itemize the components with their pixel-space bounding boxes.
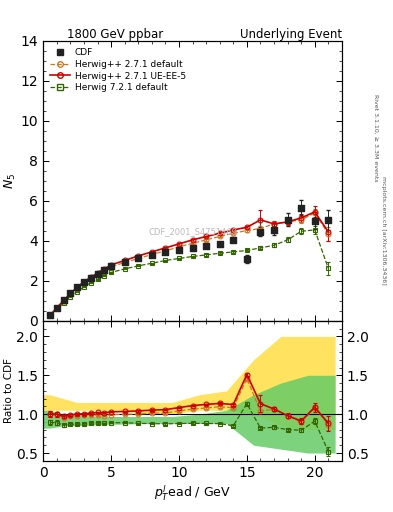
Point	[135, 254, 141, 263]
Point	[230, 236, 237, 244]
Point	[88, 274, 94, 282]
Point	[81, 278, 87, 286]
Point	[108, 262, 114, 270]
Text: mcplots.cern.ch [arXiv:1306.3436]: mcplots.cern.ch [arXiv:1306.3436]	[381, 176, 386, 285]
Text: 1800 GeV ppbar: 1800 GeV ppbar	[67, 28, 163, 41]
Point	[298, 204, 304, 212]
Point	[244, 255, 250, 263]
Point	[149, 251, 155, 260]
Point	[325, 216, 331, 224]
Point	[217, 240, 223, 248]
Text: Underlying Event: Underlying Event	[240, 28, 342, 41]
Point	[203, 242, 209, 250]
Point	[121, 259, 128, 267]
Point	[176, 246, 182, 254]
X-axis label: $p_{T}^{l}$ead / GeV: $p_{T}^{l}$ead / GeV	[154, 484, 231, 503]
Point	[162, 248, 169, 256]
Point	[271, 226, 277, 234]
Point	[61, 296, 67, 304]
Text: Rivet 3.1.10, ≥ 3.3M events: Rivet 3.1.10, ≥ 3.3M events	[373, 94, 378, 182]
Point	[74, 283, 80, 291]
Point	[101, 266, 107, 274]
Point	[189, 244, 196, 252]
Legend: CDF, Herwig++ 2.7.1 default, Herwig++ 2.7.1 UE-EE-5, Herwig 7.2.1 default: CDF, Herwig++ 2.7.1 default, Herwig++ 2.…	[48, 46, 189, 95]
Point	[94, 270, 101, 278]
Y-axis label: $N_5$: $N_5$	[3, 173, 18, 189]
Point	[285, 216, 291, 224]
Point	[67, 289, 73, 297]
Point	[257, 228, 264, 236]
Point	[312, 217, 318, 225]
Point	[47, 311, 53, 319]
Point	[54, 304, 60, 312]
Text: CDF_2001_S4751469: CDF_2001_S4751469	[148, 227, 237, 236]
Y-axis label: Ratio to CDF: Ratio to CDF	[4, 358, 14, 423]
